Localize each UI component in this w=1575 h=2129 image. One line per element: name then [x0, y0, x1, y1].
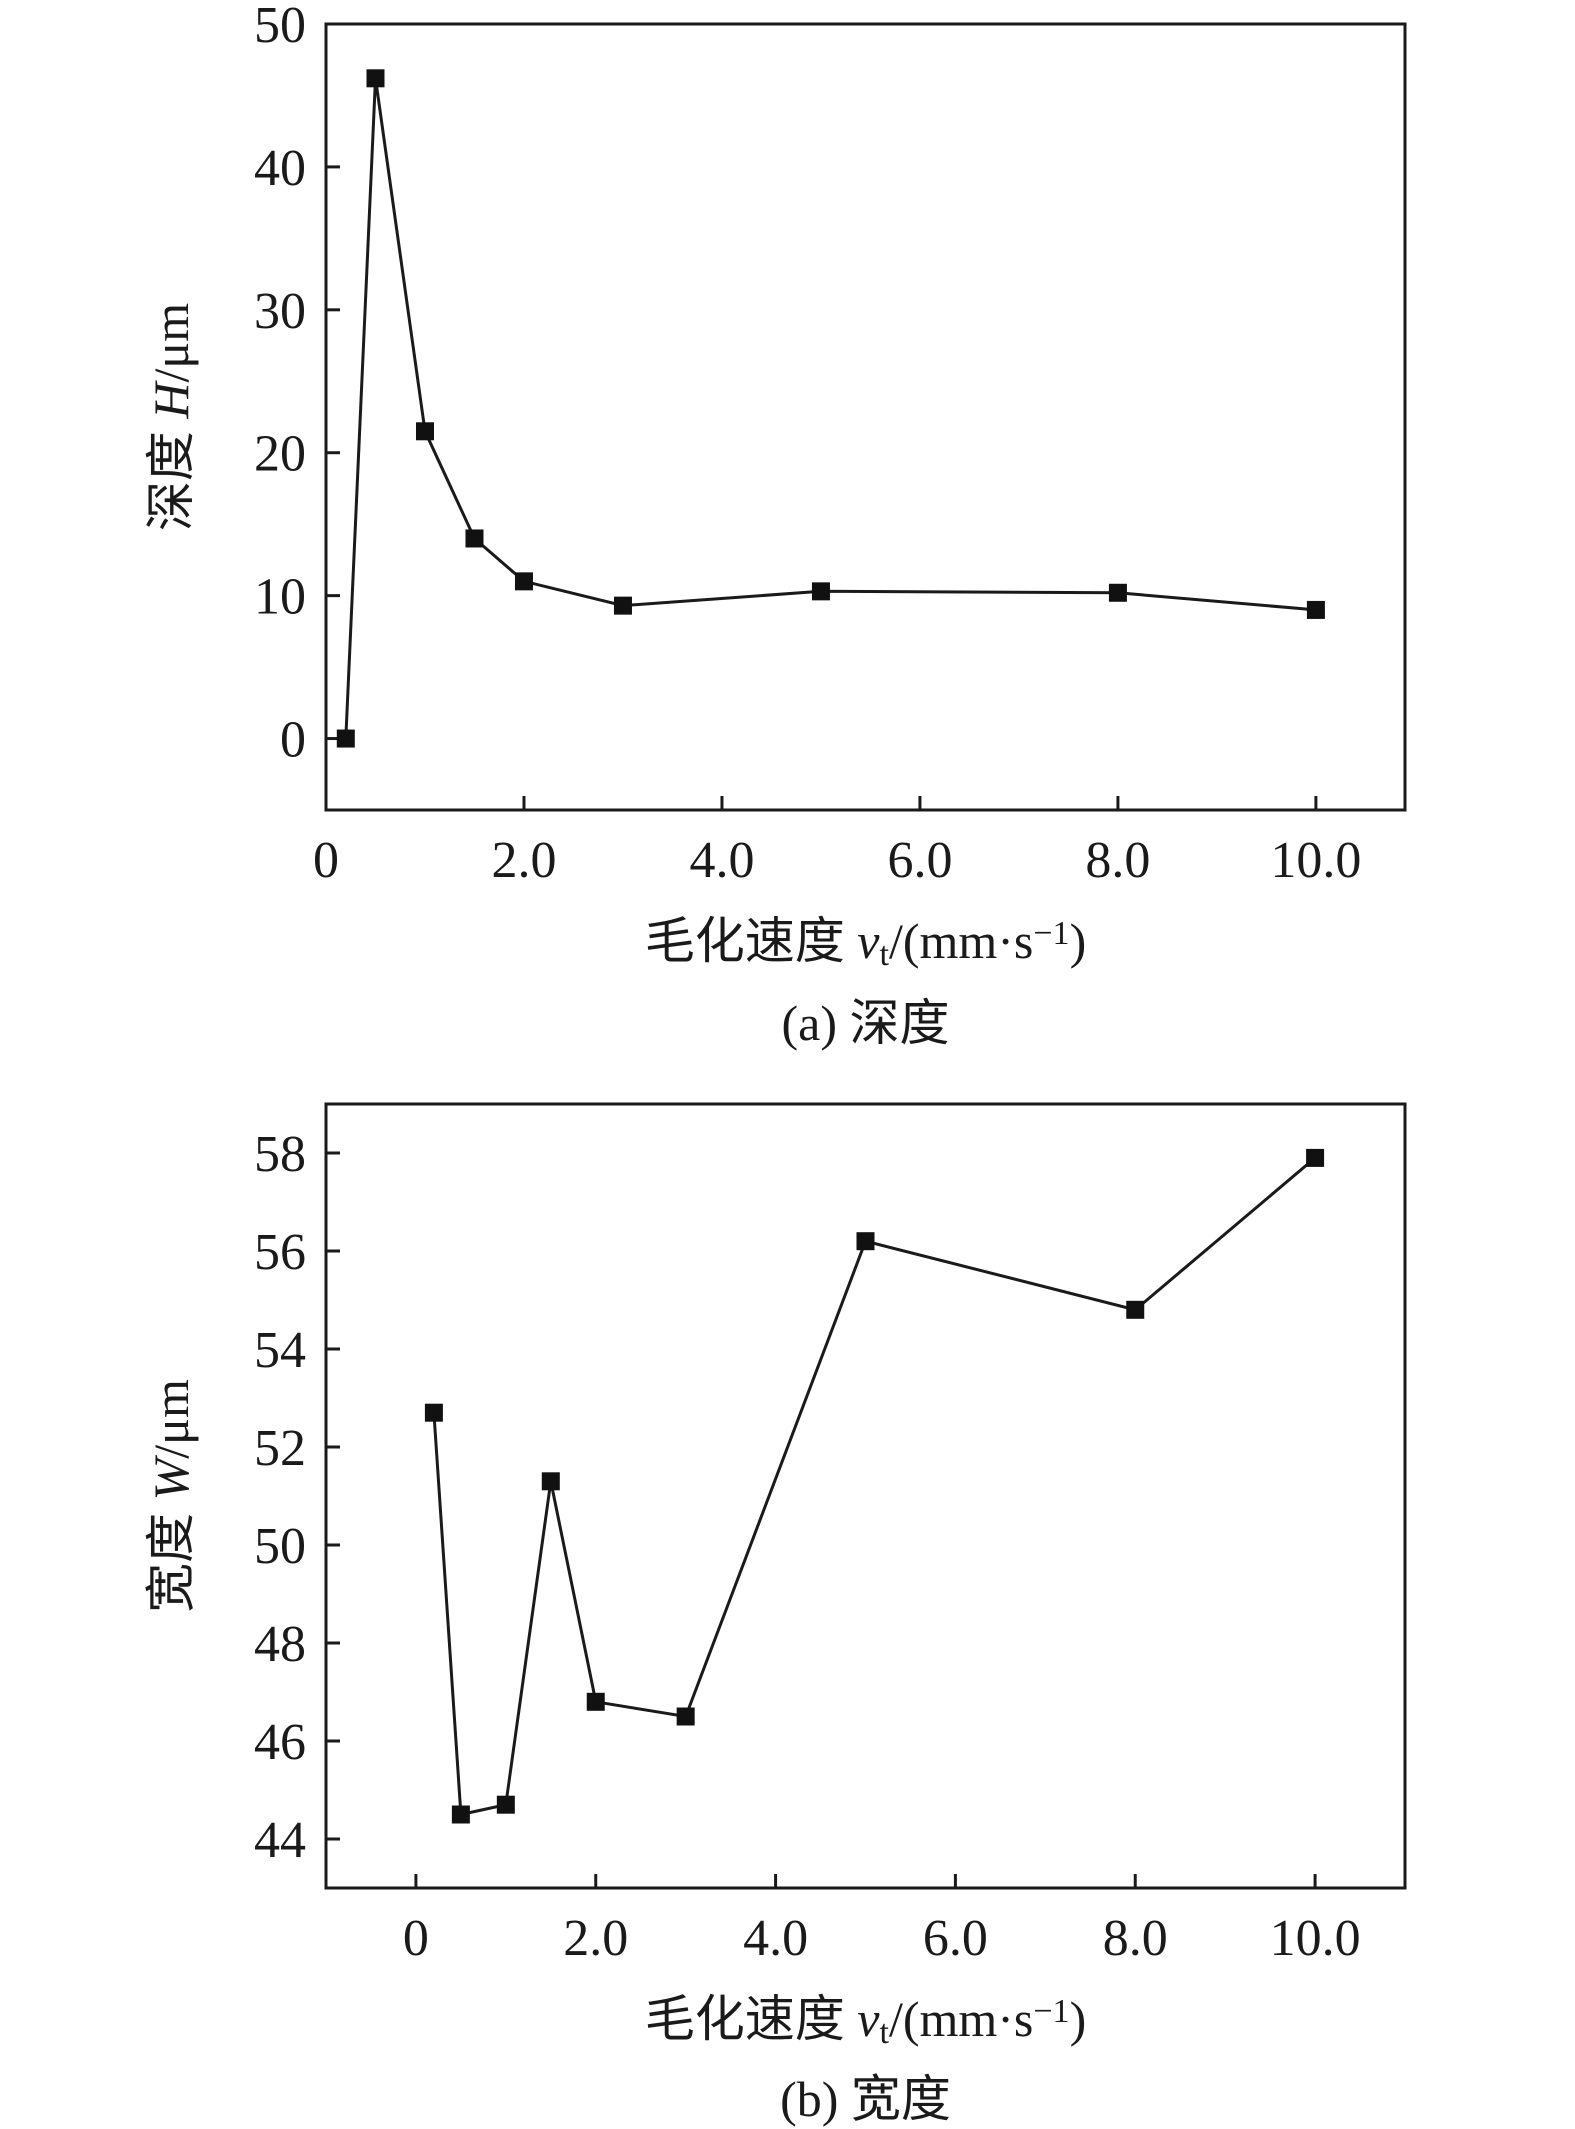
- chart-a: 0 2.0 4.0 6.0 8.0 10.0 0 10 20 30 40 50 毛化速度 vt/(mm·…: [143, 0, 1407, 1051]
- chart-b-y-tick-label: 52: [254, 1420, 306, 1477]
- chart-b-x-tick-label: 0: [403, 1910, 429, 1967]
- chart-b-y-tick-label: 58: [254, 1126, 306, 1183]
- chart-a-series-line: [344, 78, 1317, 739]
- chart-b-y-tick-label: 48: [254, 1616, 306, 1673]
- chart-a-y-tick-label: 20: [254, 426, 306, 483]
- chart-b-data-point: [1306, 1148, 1325, 1167]
- chart-a-x-tick-label: 6.0: [887, 832, 952, 889]
- chart-b-data-point: [586, 1692, 605, 1711]
- chart-b-data-point: [676, 1707, 695, 1726]
- chart-a-x-tick-label: 8.0: [1085, 832, 1150, 889]
- chart-b-x-axis-label: 毛化速度 vt/(mm·s−1): [645, 1991, 1086, 2051]
- chart-a-data-point: [366, 69, 385, 88]
- chart-b-x-tick-label: 6.0: [923, 1910, 988, 1967]
- chart-a-x-axis-label: 毛化速度 vt/(mm·s−1): [645, 913, 1086, 973]
- chart-b-caption: (b) 宽度: [780, 2071, 951, 2127]
- chart-b-plot-frame: [324, 1102, 1407, 1890]
- chart-a-data-point: [1306, 600, 1325, 619]
- chart-b-y-tick-label: 54: [254, 1322, 306, 1379]
- chart-b-data-point: [451, 1805, 470, 1824]
- chart-a-y-tick-label: 30: [254, 283, 306, 340]
- chart-a-data-point: [465, 529, 484, 548]
- chart-a-x-tick-label: 4.0: [689, 832, 754, 889]
- chart-a-x-tick-label: 0: [313, 832, 339, 889]
- chart-a-data-point: [336, 729, 355, 748]
- chart-a-caption: (a) 深度: [782, 995, 950, 1051]
- chart-b-data-point: [1126, 1300, 1145, 1319]
- chart-b-y-axis-label: 宽度 W/μm: [143, 1379, 199, 1613]
- chart-a-data-point: [613, 596, 632, 615]
- chart-a-x-tick-label: 2.0: [491, 832, 556, 889]
- chart-a-y-tick-label: 40: [254, 140, 306, 197]
- chart-a-y-tick-label: 0: [280, 712, 306, 769]
- chart-b-data-point: [856, 1232, 875, 1251]
- chart-b-x-tick-label: 10.0: [1270, 1910, 1361, 1967]
- chart-b-x-tick-label: 2.0: [563, 1910, 628, 1967]
- chart-b-y-tick-label: 46: [254, 1714, 306, 1771]
- chart-a-data-point: [415, 422, 434, 441]
- chart-a-plot-frame: [324, 22, 1407, 812]
- chart-b: 0 2.0 4.0 6.0 8.0 10.0 44 46 48 50 52 54 56 58 毛化速度 vt…: [143, 1102, 1407, 2127]
- chart-a-y-axis-label: 深度 H/μm: [143, 303, 199, 531]
- chart-b-data-point: [424, 1403, 443, 1422]
- chart-b-y-tick-label: 56: [254, 1224, 306, 1281]
- chart-b-x-tick-label: 8.0: [1103, 1910, 1168, 1967]
- chart-a-y-tick-label: 50: [254, 0, 306, 54]
- chart-a-data-point: [514, 572, 533, 591]
- chart-a-data-point: [1108, 583, 1127, 602]
- chart-b-data-point: [496, 1795, 515, 1814]
- chart-a-y-tick-label: 10: [254, 569, 306, 626]
- chart-a-x-tick-label: 10.0: [1270, 832, 1361, 889]
- chart-a-data-point: [811, 582, 830, 601]
- chart-b-y-tick-label: 44: [254, 1812, 306, 1869]
- chart-b-series-line: [432, 1156, 1317, 1817]
- chart-b-y-tick-label: 50: [254, 1518, 306, 1575]
- chart-b-x-tick-label: 4.0: [743, 1910, 808, 1967]
- chart-b-data-point: [541, 1472, 560, 1491]
